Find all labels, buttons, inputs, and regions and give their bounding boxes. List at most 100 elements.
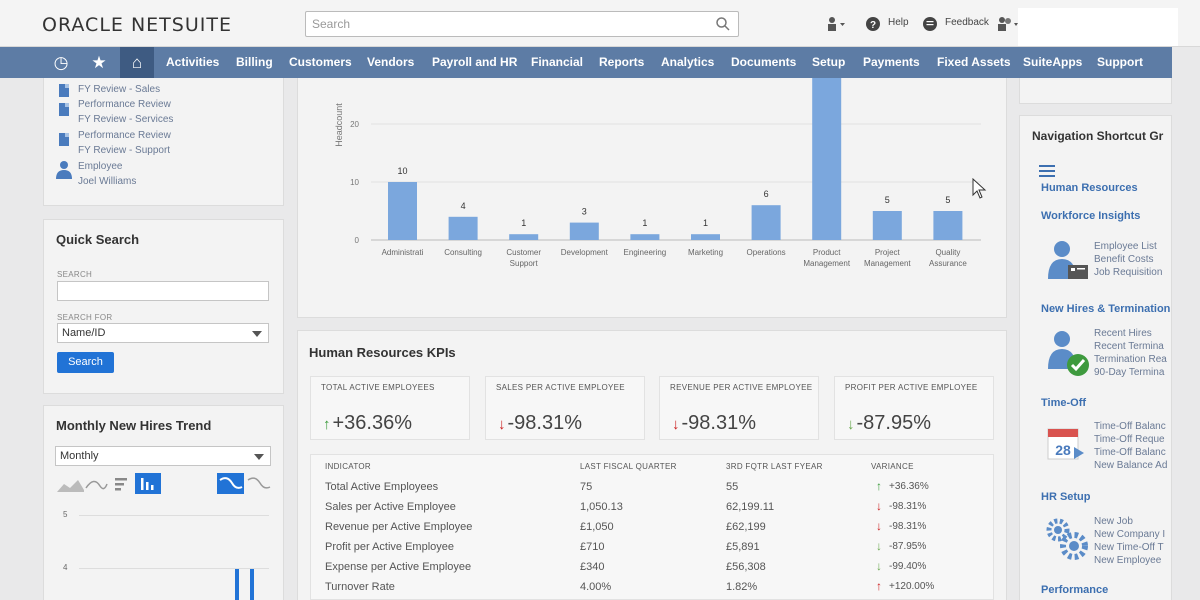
x-category-label: Support [510, 259, 539, 268]
search-for-value: Name/ID [62, 327, 106, 339]
nav-analytics[interactable]: Analytics [661, 55, 715, 69]
kpi-prior-year-cell: 55 [726, 481, 739, 493]
kpi-card-total-active-employees[interactable]: TOTAL ACTIVE EMPLOYEES ↑ +36.36% [310, 376, 470, 440]
shortcut-link[interactable]: Employee List [1094, 241, 1157, 252]
bar-value-label: 3 [582, 207, 587, 217]
column-chart-icon[interactable] [135, 473, 161, 494]
x-category-label: Engineering [624, 248, 667, 257]
help-link[interactable]: Help [888, 17, 909, 28]
bar-value-label: 6 [764, 189, 769, 199]
shortcut-link[interactable]: Job Requisition [1094, 267, 1163, 278]
nav-activities[interactable]: Activities [166, 55, 220, 69]
shortcut-link[interactable]: New Balance Ad [1094, 460, 1168, 471]
bar [448, 216, 478, 240]
recent-record-link[interactable]: FY Review - Services [78, 114, 174, 125]
x-category-label: Customer [506, 248, 541, 257]
line-chart-icon[interactable] [217, 473, 244, 494]
quick-search-input[interactable] [57, 281, 269, 301]
headcount-bar-chart: Headcount 0 10 20 10 Administrati 4 Consulting 1… [334, 78, 981, 268]
kpi-last-quarter-cell: £340 [580, 561, 605, 573]
nav-payments[interactable]: Payments [863, 55, 920, 69]
nav-setup[interactable]: Setup [812, 55, 846, 69]
shortcut-link[interactable]: Benefit Costs [1094, 254, 1154, 265]
netsuite-logo[interactable]: ORACLE NETSUITE [42, 14, 232, 36]
nav-customers[interactable]: Customers [289, 55, 352, 69]
area-chart-icon[interactable] [56, 474, 108, 494]
bar [691, 234, 720, 240]
nav-billing[interactable]: Billing [236, 55, 273, 69]
trend-gridline [79, 515, 269, 516]
kpi-label: REVENUE PER ACTIVE EMPLOYEE [670, 383, 813, 392]
arrow-down-icon: ↓ [847, 416, 855, 433]
search-for-label: SEARCH FOR [57, 313, 113, 322]
recent-record-link[interactable]: Joel Williams [78, 176, 137, 187]
kpi-card-sales-per-employee[interactable]: SALES PER ACTIVE EMPLOYEE ↓ -98.31% [485, 376, 645, 440]
trend-bar [235, 569, 239, 600]
search-icon[interactable] [715, 16, 731, 32]
shortcut-link[interactable]: 90-Day Termina [1094, 367, 1165, 378]
recent-record-type: Employee [78, 161, 123, 172]
y-tick-label: 0 [355, 236, 360, 245]
nav-vendors[interactable]: Vendors [367, 55, 415, 69]
global-search-input[interactable]: Search [305, 11, 739, 37]
shortcut-link[interactable]: Recent Hires [1094, 328, 1152, 339]
nav-documents[interactable]: Documents [731, 55, 797, 69]
nav-payroll-hr[interactable]: Payroll and HR [432, 55, 518, 69]
shortcut-root[interactable]: Human Resources [1041, 182, 1138, 194]
kpi-label: TOTAL ACTIVE EMPLOYEES [321, 383, 435, 392]
search-for-select[interactable]: Name/ID [57, 323, 269, 343]
shortcut-link[interactable]: New Employee [1094, 555, 1162, 566]
search-label: SEARCH [57, 270, 93, 279]
shortcut-link[interactable]: Termination Rea [1094, 354, 1167, 365]
period-select[interactable]: Monthly [55, 446, 271, 466]
period-value: Monthly [60, 450, 99, 462]
shortcut-link[interactable]: Time-Off Balanc [1094, 447, 1166, 458]
recent-records-icon[interactable]: ◷ [53, 53, 69, 72]
kpi-card-revenue-per-employee[interactable]: REVENUE PER ACTIVE EMPLOYEE ↓ -98.31% [659, 376, 819, 440]
bar-chart-horizontal-icon[interactable] [113, 475, 131, 493]
shortcut-link[interactable]: Time-Off Reque [1094, 434, 1165, 445]
bar [569, 222, 599, 240]
quick-search-button[interactable]: Search [57, 352, 114, 373]
arrow-down-icon: ↓ [876, 559, 882, 573]
kpi-table-header: 3RD FQTR LAST FYEAR [726, 462, 823, 471]
shortcut-link[interactable]: New Job [1094, 516, 1133, 527]
shortcut-group-hr-setup: HR Setup [1041, 491, 1091, 503]
kpi-last-quarter-cell: 4.00% [580, 581, 612, 593]
kpi-table-header: INDICATOR [325, 462, 371, 471]
user-menu-icon[interactable] [996, 15, 1018, 33]
kpi-table-header: VARIANCE [871, 462, 914, 471]
recent-record-link[interactable]: FY Review - Sales [78, 84, 161, 95]
favorites-star-icon[interactable]: ★ [91, 53, 107, 72]
role-switch-icon[interactable] [826, 15, 846, 33]
x-category-label: Administrati [382, 248, 424, 257]
feedback-link[interactable]: Feedback [945, 17, 989, 28]
arrow-down-icon: ↓ [672, 416, 680, 433]
arrow-up-icon: ↑ [876, 479, 882, 493]
nav-reports[interactable]: Reports [599, 55, 645, 69]
home-icon[interactable]: ⌂ [120, 47, 154, 78]
kpi-label: SALES PER ACTIVE EMPLOYEE [496, 383, 625, 392]
nav-suiteapps[interactable]: SuiteApps [1023, 55, 1083, 69]
arrow-up-icon: ↑ [323, 416, 331, 433]
shortcut-link[interactable]: Recent Termina [1094, 341, 1164, 352]
help-icon[interactable]: ? [865, 16, 881, 32]
document-icon [59, 103, 69, 116]
kpi-variance-cell: +120.00% [889, 581, 935, 592]
nav-support[interactable]: Support [1097, 55, 1143, 69]
trend-y-tick: 4 [63, 563, 68, 572]
shortcut-link[interactable]: New Company I [1094, 529, 1166, 540]
bar-value-label: 5 [945, 195, 950, 205]
shortcut-link[interactable]: New Time-Off T [1094, 542, 1164, 553]
x-category-label: Project [875, 248, 901, 257]
nav-fixed-assets[interactable]: Fixed Assets [937, 55, 1011, 69]
kpi-card-profit-per-employee[interactable]: PROFIT PER ACTIVE EMPLOYEE ↓ -87.95% [834, 376, 994, 440]
feedback-icon[interactable] [922, 16, 938, 32]
spline-chart-icon[interactable] [246, 473, 272, 494]
x-category-label: Consulting [444, 248, 482, 257]
kpi-last-quarter-cell: £1,050 [580, 521, 614, 533]
recent-record-link[interactable]: FY Review - Support [78, 145, 171, 156]
shortcut-link[interactable]: Time-Off Balanc [1094, 421, 1166, 432]
nav-financial[interactable]: Financial [531, 55, 584, 69]
hamburger-menu-icon[interactable] [1039, 164, 1055, 178]
